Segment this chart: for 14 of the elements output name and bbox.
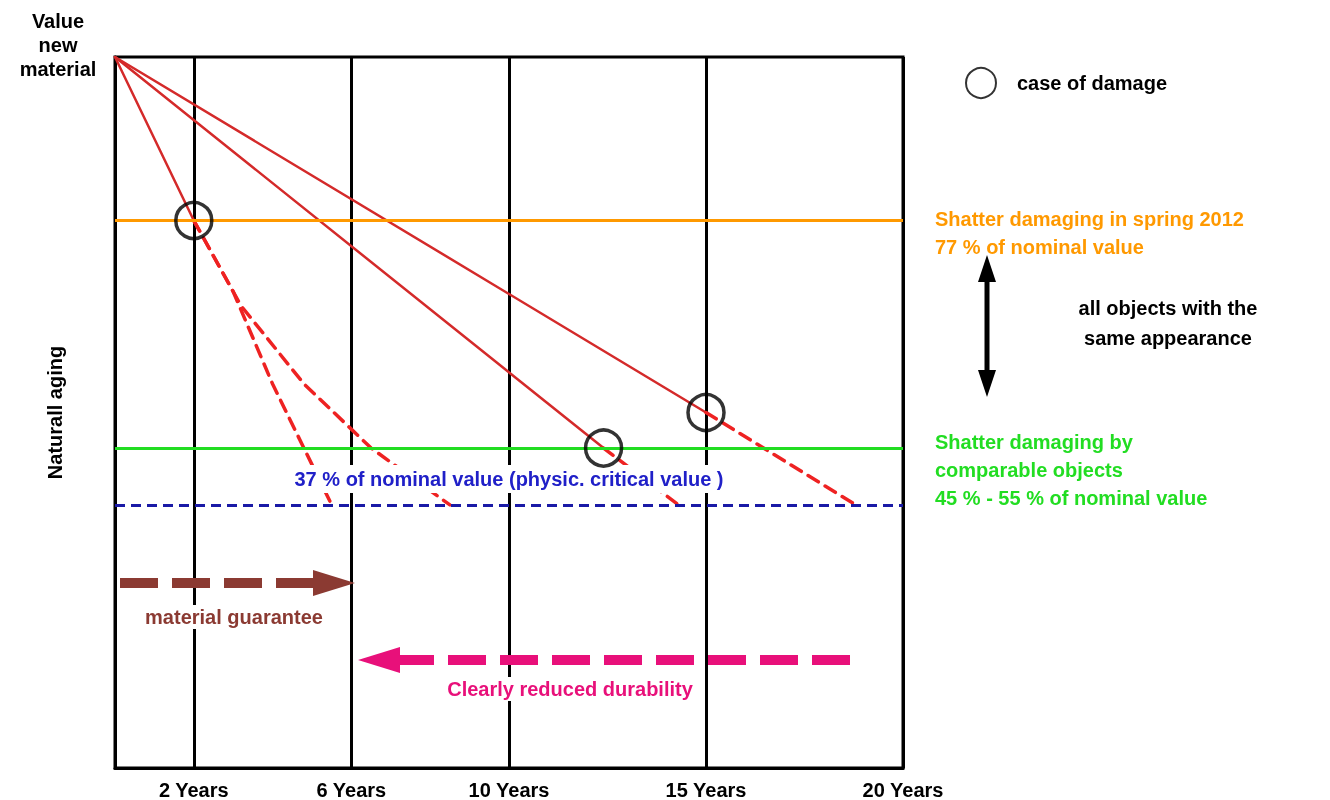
- x-tick-label: 2 Years: [158, 779, 229, 800]
- y-axis-title: Naturall aging: [44, 345, 66, 480]
- annotation: Clearly reduced durability: [447, 678, 694, 700]
- x-tick-label: 10 Years: [468, 779, 550, 800]
- ref-line-label: Shatter damaging by comparable objects 45 % - 55 % of nominal value: [935, 431, 1208, 510]
- legend-label: case of damage: [1017, 72, 1168, 94]
- x-tick-label: 15 Years: [665, 779, 747, 800]
- ref-line-label: Shatter damaging in spring 2012 77 % of nominal value: [935, 207, 1244, 258]
- text: Value new material: [19, 10, 97, 80]
- annotation: material guarantee: [145, 606, 323, 628]
- text: all objects with the same appearance: [1078, 297, 1258, 349]
- ref-line-label: 37 % of nominal value (physic. critical value ): [294, 467, 724, 490]
- x-tick-label: 20 Years: [862, 779, 944, 800]
- x-tick-label: 6 Years: [316, 779, 387, 800]
